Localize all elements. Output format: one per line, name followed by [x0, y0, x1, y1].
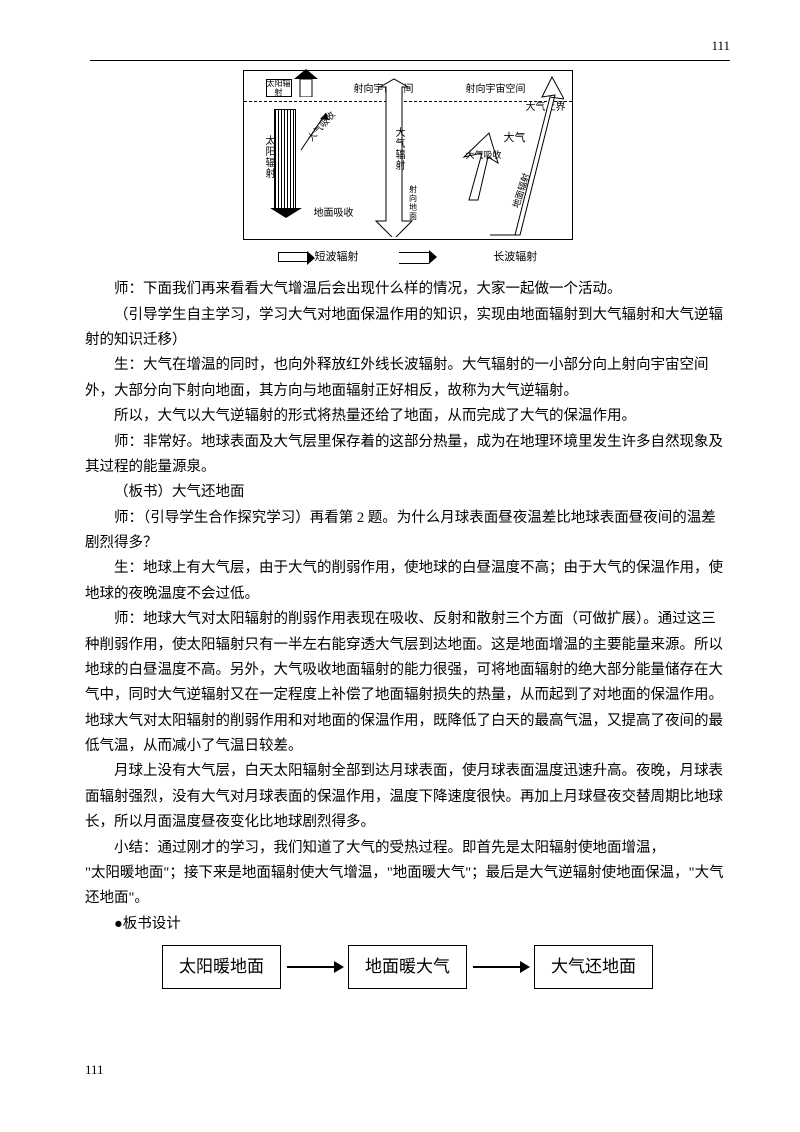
- para-9: 师：地球大气对太阳辐射的削弱作用表现在吸收、反射和散射三个方面（可做扩展）。通过…: [85, 607, 730, 759]
- para-3: 生：大气在增温的同时，也向外释放红外线长波辐射。大气辐射的一小部分向上射向宇宙空…: [85, 353, 730, 404]
- radiation-diagram: 太阳辐射 射向宇宙空间 射向宇宙空间 大气上界 太阳辐射 大气吸收 地面吸收 大…: [85, 70, 730, 240]
- flow-box-3: 大气还地面: [534, 945, 653, 989]
- label-absorb-2: 大气吸收: [466, 151, 502, 161]
- small-up-arrow: [294, 69, 324, 97]
- legend-short-text: 短波辐射: [315, 251, 359, 263]
- flow-arrow-2: [473, 966, 528, 968]
- legend-long-wave: 长波辐射: [399, 248, 538, 267]
- absorb-arrow-1: [296, 105, 336, 155]
- short-wave-icon: [278, 252, 308, 262]
- page-number-top: 111: [90, 35, 730, 61]
- para-6: （板书）大气还地面: [85, 480, 730, 505]
- para-1: 师：下面我们再来看看大气增温后会出现什么样的情况，大家一起做一个活动。: [85, 277, 730, 302]
- label-to-ground: 射向地面: [406, 185, 420, 221]
- para-10: 月球上没有大气层，白天太阳辐射全部到达月球表面，使月球表面温度迅速升高。夜晚，月…: [85, 759, 730, 835]
- flow-arrow-1: [287, 966, 342, 968]
- label-ground-absorb: 地面吸收: [314, 205, 354, 223]
- para-2: （引导学生自主学习，学习大气对地面保温作用的知识，实现由地面辐射到大气辐射和大气…: [85, 303, 730, 354]
- legend-long-text: 长波辐射: [493, 251, 537, 263]
- label-sun-radiation: 太阳辐射: [260, 135, 278, 179]
- flow-box-2: 地面暖大气: [348, 945, 467, 989]
- page-number-bottom: 111: [85, 1059, 104, 1082]
- flow-box-1: 太阳暖地面: [162, 945, 281, 989]
- legend-short-wave: 短波辐射: [278, 248, 359, 267]
- para-11b: "太阳暖地面"；接下来是地面辐射使大气增温，"地面暖大气"；最后是大气逆辐射使地…: [85, 861, 730, 912]
- para-7: 师：（引导学生合作探究学习）再看第 2 题。为什么月球表面昼夜温差比地球表面昼夜…: [85, 506, 730, 557]
- diagram-legend: 短波辐射 长波辐射: [85, 248, 730, 267]
- para-8: 生：地球上有大气层，由于大气的削弱作用，使地球的白昼温度不高；由于大气的保温作用…: [85, 556, 730, 607]
- label-atmo-radiation: 大气辐射: [390, 127, 408, 171]
- body-text: 师：下面我们再来看看大气增温后会出现什么样的情况，大家一起做一个活动。 （引导学…: [85, 277, 730, 937]
- board-design-title: ●板书设计: [85, 912, 730, 937]
- absorb-2-text: 大气吸收: [466, 150, 502, 160]
- para-11a: 小结：通过刚才的学习，我们知道了大气的受热过程。即首先是太阳辐射使地面增温，: [85, 836, 730, 861]
- para-4: 所以，大气以大气逆辐射的形式将热量还给了地面，从而完成了大气的保温作用。: [85, 404, 730, 429]
- sun-small-box: 太阳辐射: [266, 79, 292, 97]
- board-flowchart: 太阳暖地面 地面暖大气 大气还地面: [85, 945, 730, 989]
- diagram-box: 太阳辐射 射向宇宙空间 射向宇宙空间 大气上界 太阳辐射 大气吸收 地面吸收 大…: [243, 70, 573, 240]
- para-5: 师：非常好。地球表面及大气层里保存着的这部分热量，成为在地理环境里发生许多自然现…: [85, 430, 730, 481]
